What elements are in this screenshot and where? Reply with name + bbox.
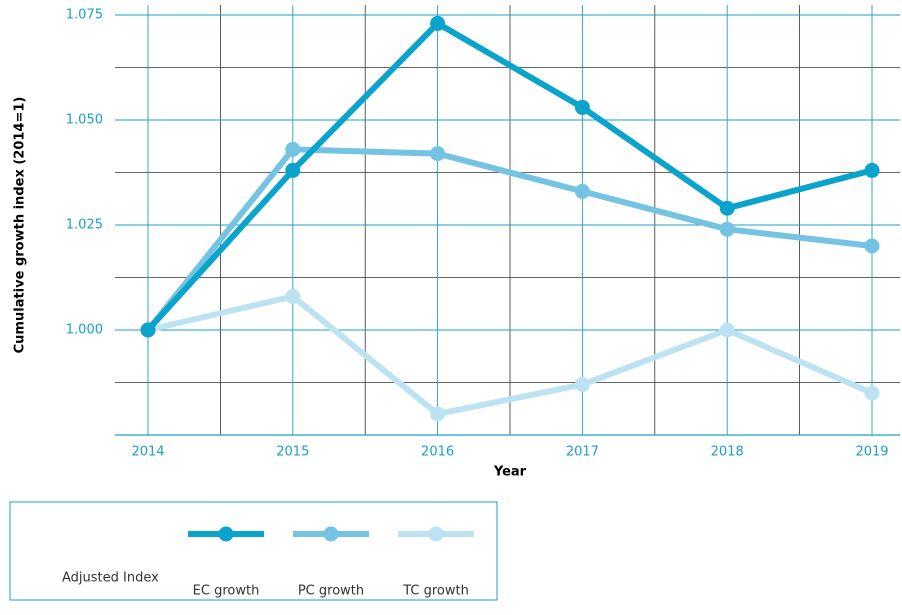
x-tick-label: 2017	[566, 445, 599, 460]
data-point	[430, 15, 446, 31]
legend-title: Adjusted Index	[62, 571, 159, 586]
y-tick-label: 1.050	[66, 113, 103, 128]
data-point	[719, 200, 735, 216]
y-tick-label: 1.025	[66, 218, 103, 233]
legend-label: TC growth	[402, 584, 469, 599]
legend-label: EC growth	[193, 584, 260, 599]
data-point	[574, 99, 590, 115]
x-tick-label: 2015	[276, 445, 309, 460]
data-point	[285, 288, 301, 304]
data-point	[430, 406, 446, 422]
data-point	[285, 162, 301, 178]
data-point	[574, 377, 590, 393]
x-tick-label: 2019	[855, 445, 888, 460]
data-point	[430, 146, 446, 162]
y-axis-label: Cumulative growth index (2014=1)	[13, 97, 28, 354]
legend-marker	[428, 526, 444, 542]
data-point	[285, 141, 301, 157]
legend-marker	[218, 526, 234, 542]
data-point	[719, 322, 735, 338]
series-line	[145, 146, 873, 332]
legend-marker	[323, 526, 339, 542]
x-tick-label: 2016	[421, 445, 454, 460]
series-line	[147, 293, 874, 417]
x-tick-label: 2014	[131, 445, 164, 460]
x-axis-label: Year	[493, 465, 527, 480]
legend-box	[9, 501, 498, 601]
data-point	[864, 162, 880, 178]
data-point	[864, 385, 880, 401]
series-line	[145, 20, 873, 333]
y-tick-label: 1.075	[66, 8, 103, 23]
data-point	[140, 322, 156, 338]
data-point	[574, 183, 590, 199]
legend-label: PC growth	[298, 584, 364, 599]
data-point	[864, 238, 880, 254]
y-tick-label: 1.000	[66, 323, 103, 338]
data-point	[719, 221, 735, 237]
x-tick-label: 2018	[711, 445, 744, 460]
